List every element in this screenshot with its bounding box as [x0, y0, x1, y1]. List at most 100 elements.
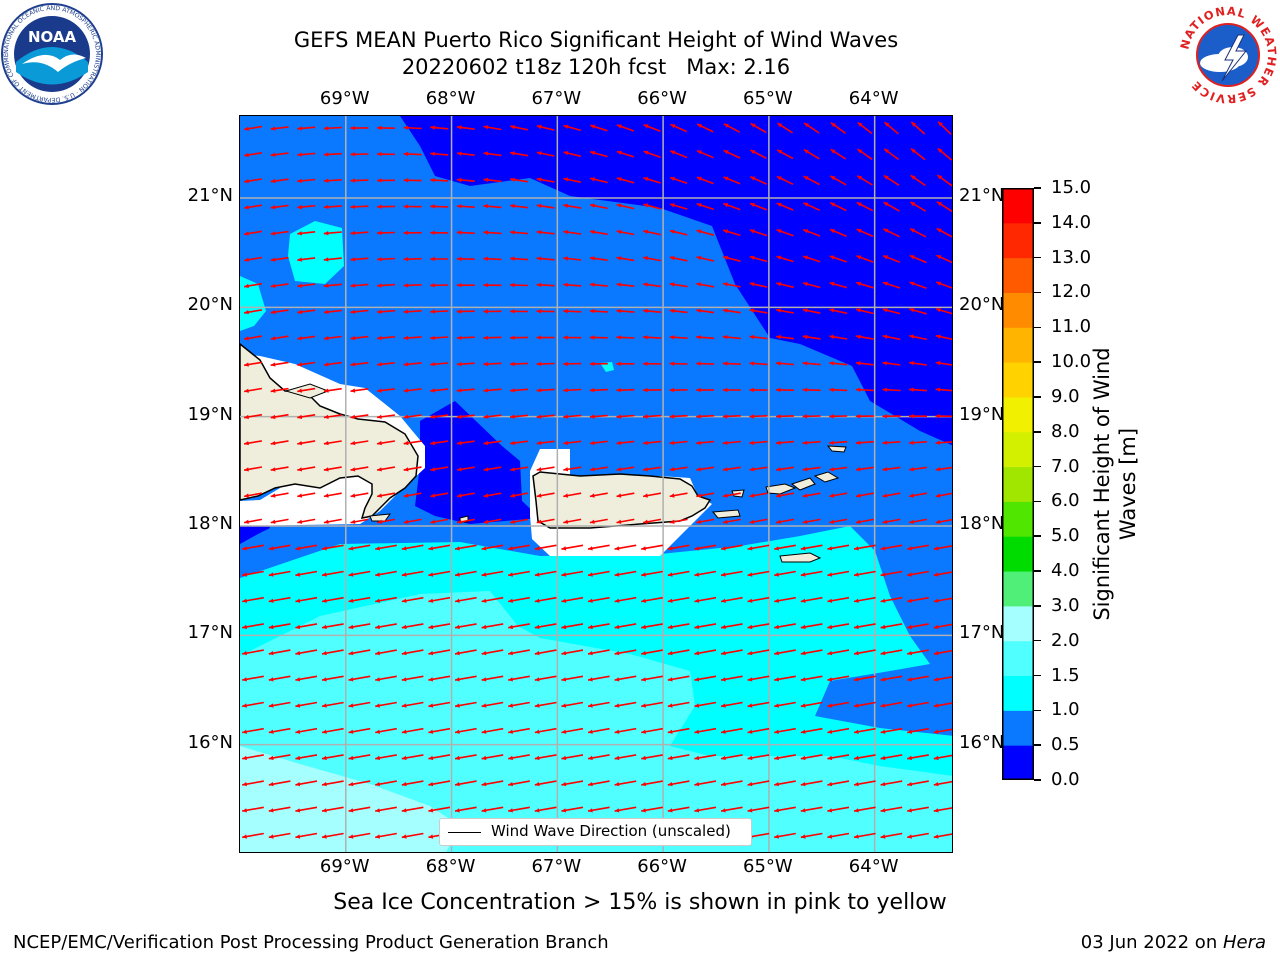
wind-arrow-head	[827, 546, 833, 551]
wind-arrow-head	[242, 808, 247, 813]
wind-arrow-head	[348, 651, 354, 656]
wind-arrow-head	[933, 598, 939, 603]
wind-arrow-head	[804, 123, 810, 128]
wind-arrow-head	[297, 414, 303, 420]
wind-arrow-head	[667, 808, 673, 813]
wind-arrow-head	[536, 309, 542, 314]
wave-band-2.0-3.0	[240, 746, 460, 852]
axis-tick-label: 19°N	[959, 403, 1005, 425]
wind-arrow-head	[747, 703, 753, 708]
wind-arrow-head	[588, 729, 593, 734]
wind-arrow-head	[936, 281, 942, 286]
wind-arrow-head	[830, 176, 836, 181]
wind-arrow-head	[430, 440, 436, 446]
wind-arrow-head	[882, 308, 888, 313]
colorbar-tick-label: 5.0	[1051, 525, 1080, 547]
land-hispaniola	[240, 343, 419, 519]
wind-arrow-head	[510, 151, 515, 156]
wind-arrow-head	[776, 519, 781, 524]
wind-arrow-head	[641, 598, 646, 603]
land-puerto-rico	[532, 471, 712, 529]
wind-arrow-head	[880, 598, 886, 603]
wind-arrow-head	[854, 729, 859, 734]
wind-arrow-head	[536, 361, 542, 367]
wind-arrow-head	[297, 178, 302, 183]
wind-arrow-head	[694, 755, 700, 761]
footer-host: Hera	[1222, 932, 1266, 953]
axis-tick-label: 18°N	[959, 513, 1005, 534]
wind-arrow-head	[350, 388, 356, 393]
wind-arrow-head	[481, 572, 487, 577]
wind-arrow-head	[588, 546, 593, 551]
wind-arrow-head	[561, 703, 567, 708]
wind-arrow-head	[829, 255, 835, 260]
wind-arrow-head	[803, 202, 809, 207]
wind-arrow-head	[857, 122, 863, 127]
wind-arrow-head	[510, 335, 515, 340]
wind-arrow-head	[883, 228, 889, 233]
wind-arrow-head	[933, 651, 939, 656]
wind-arrow-head	[829, 229, 835, 234]
wind-arrow-head	[561, 782, 567, 787]
wind-arrow-head	[774, 834, 779, 839]
wind-arrow-head	[854, 546, 859, 551]
wind-arrow-head	[508, 677, 513, 682]
wind-arrow-head	[455, 651, 460, 656]
wind-arrow-head	[322, 546, 327, 551]
colorbar-tick-mark	[1034, 431, 1041, 433]
wind-arrow-head	[268, 624, 274, 630]
wind-arrow-head	[377, 125, 382, 131]
wind-arrow-head	[350, 493, 356, 498]
wind-arrow-head	[483, 151, 489, 156]
wind-arrow-head	[428, 703, 434, 708]
wind-arrow-head	[800, 546, 806, 551]
wind-arrow-head	[749, 229, 755, 234]
wind-arrow-head	[880, 624, 886, 630]
wind-arrow-head	[909, 467, 914, 472]
land-vieques	[711, 509, 741, 519]
wind-arrow-head	[561, 624, 567, 630]
colorbar-swatch	[1002, 257, 1034, 293]
wind-arrow-head	[323, 126, 329, 131]
wind-arrow-head	[534, 755, 540, 761]
wind-arrow-head	[375, 572, 380, 577]
wind-arrow-head	[830, 202, 836, 207]
wind-arrow-head	[616, 256, 622, 261]
wind-arrow-head	[800, 782, 806, 787]
wind-arrow-head	[510, 361, 515, 367]
wind-arrow-head	[268, 729, 274, 734]
wind-arrow-head	[481, 598, 487, 603]
wind-arrow-head	[456, 309, 462, 314]
wind-arrow-head	[643, 387, 648, 393]
wind-arrow-head	[270, 493, 276, 498]
wind-arrow-head	[614, 677, 620, 682]
wind-arrow-head	[270, 152, 276, 157]
wind-arrow-head	[270, 283, 276, 288]
wind-arrow-head	[430, 283, 435, 288]
wind-arrow-head	[667, 755, 673, 761]
wind-arrow-head	[403, 467, 409, 472]
wind-arrow-head	[933, 834, 939, 839]
wind-arrow-head	[829, 361, 834, 366]
wind-arrow-head	[510, 467, 515, 472]
colorbar-tick-mark	[1034, 709, 1041, 712]
wind-arrow-head	[800, 651, 806, 656]
colorbar-tick-mark	[1034, 361, 1041, 363]
wind-arrow-head	[910, 228, 915, 233]
wind-arrow-head	[803, 176, 809, 181]
colorbar-swatch	[1002, 292, 1034, 328]
wind-arrow-head	[403, 414, 409, 419]
wind-arrow-head	[323, 257, 329, 262]
wind-arrow-head	[777, 149, 783, 154]
wind-arrow-head	[270, 414, 276, 420]
wind-arrow-head	[563, 151, 569, 156]
wind-arrow-head	[669, 229, 675, 234]
wind-arrow-head	[268, 755, 274, 761]
axis-tick-label: 21°N	[187, 185, 233, 206]
wind-arrow-head	[322, 572, 327, 577]
wind-arrow-head	[483, 414, 489, 419]
wind-arrow-head	[857, 149, 863, 154]
colorbar-tick-label: 8.0	[1051, 420, 1080, 442]
wind-arrow-head	[430, 230, 435, 235]
wind-arrow-head	[323, 178, 329, 183]
